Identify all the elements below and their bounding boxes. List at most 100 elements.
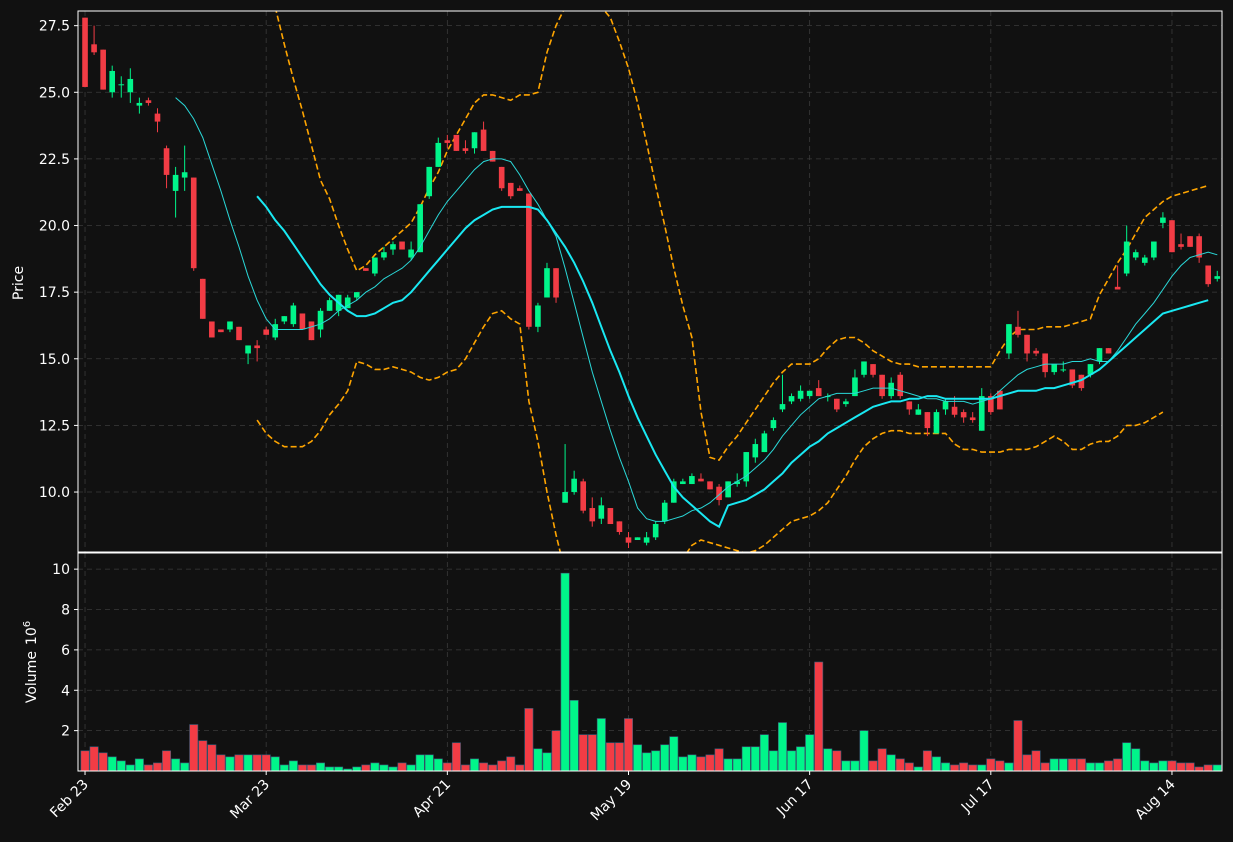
volume-bar-down <box>551 730 561 771</box>
volume-bar-up <box>1085 762 1095 771</box>
price-tick-label: 22.5 <box>39 152 70 168</box>
volume-bar-down <box>624 718 633 771</box>
volume-grid <box>78 553 1222 771</box>
volume-exponent-base: 10 <box>24 627 40 645</box>
candle-up <box>344 297 351 309</box>
candle-down <box>997 390 1003 410</box>
volume-bar-up <box>1149 762 1159 771</box>
volume-bar-down <box>189 724 199 771</box>
candle-up <box>272 324 279 338</box>
candle-down <box>218 329 224 333</box>
candle-up <box>317 310 324 330</box>
volume-bar-up <box>805 734 815 771</box>
candle-down <box>1205 265 1212 285</box>
volume-bar-down <box>442 762 452 771</box>
volume-bar-up <box>379 764 389 771</box>
candle-up <box>1132 252 1139 258</box>
candle-down <box>453 134 460 151</box>
candle-up <box>471 132 478 149</box>
volume-bar-down <box>198 740 208 771</box>
volume-bar-up <box>660 744 670 771</box>
volume-bar-up <box>388 766 398 771</box>
volume-bar-down <box>89 746 99 771</box>
volume-bar-up <box>316 762 325 771</box>
candle-up <box>353 292 360 298</box>
volume-bar-up <box>741 746 751 771</box>
volume-bar-down <box>143 764 153 771</box>
volume-bar-down <box>297 764 307 771</box>
candle-down <box>625 537 632 543</box>
volume-bar-down <box>950 764 960 771</box>
candle-down <box>199 278 206 319</box>
volume-bar-up <box>750 746 760 771</box>
volume-bar-up <box>470 758 479 771</box>
candle-up <box>806 390 813 397</box>
volume-bar-down <box>479 762 489 771</box>
price-axis-label: Price <box>11 266 27 300</box>
candle-down <box>906 401 913 410</box>
volume-bar-down <box>986 758 996 771</box>
candle-down <box>82 17 88 87</box>
candle-down <box>100 49 106 90</box>
volume-bar-down <box>1031 750 1041 771</box>
volume-bar-up <box>1004 762 1014 771</box>
candle-up <box>326 300 333 311</box>
volume-bar-up <box>107 756 117 771</box>
candle-up <box>290 305 297 325</box>
volume-bar-down <box>524 708 534 771</box>
candle-up <box>1123 241 1130 274</box>
candle-up <box>661 502 668 522</box>
candle-down <box>879 374 885 397</box>
candle-up <box>788 396 795 402</box>
candle-up <box>136 102 143 106</box>
volume-tick-label: 10 <box>52 562 70 578</box>
candle-down <box>951 406 958 415</box>
price-tick-label: 25.0 <box>39 85 70 101</box>
volume-bar-up <box>343 768 353 771</box>
volume-bar-up <box>424 754 434 771</box>
volume-bar-up <box>841 760 851 771</box>
candle-down <box>1114 286 1121 290</box>
candle-down <box>1187 236 1193 247</box>
candle-up <box>915 409 922 415</box>
candle-up <box>643 537 650 543</box>
volume-bar-up <box>1095 762 1104 771</box>
volume-bar-up <box>180 762 190 771</box>
candle-down <box>236 326 242 341</box>
volume-tick-label: 2 <box>61 724 70 740</box>
candle-up <box>227 321 233 330</box>
price-tick-label: 15.0 <box>39 352 70 368</box>
candle-down <box>462 148 469 151</box>
candle-down <box>254 345 260 349</box>
volume-bar-up <box>669 736 679 771</box>
candle-down <box>516 188 523 191</box>
candle-up <box>978 396 985 431</box>
volume-bar-up <box>1049 758 1059 771</box>
volume-bar-up <box>642 752 652 771</box>
volume-bar-up <box>787 750 797 771</box>
volume-bar-up <box>569 700 579 771</box>
volume-bar-down <box>207 744 217 771</box>
candle-up <box>544 268 550 298</box>
candle-down <box>815 388 822 397</box>
candle-up <box>725 481 731 498</box>
volume-bar-down <box>1176 762 1186 771</box>
volume-bar-down <box>506 756 516 771</box>
volume-bar-up <box>533 748 543 771</box>
volume-bar-up <box>732 758 742 771</box>
volume-bar-up <box>542 752 552 771</box>
volume-bar-down <box>1185 762 1195 771</box>
candle-down <box>444 140 451 143</box>
candle-down <box>1196 236 1202 258</box>
candle-down <box>834 398 840 410</box>
candle-up <box>109 70 116 93</box>
volume-bar-down <box>696 756 706 771</box>
candle-up <box>562 492 568 503</box>
moving-averages <box>175 97 1218 529</box>
price-tick-label: 12.5 <box>39 418 70 434</box>
candle-down <box>698 478 704 482</box>
candle-up <box>372 257 378 274</box>
volume-bar-down <box>832 750 842 771</box>
volume-bar-down <box>968 764 978 771</box>
